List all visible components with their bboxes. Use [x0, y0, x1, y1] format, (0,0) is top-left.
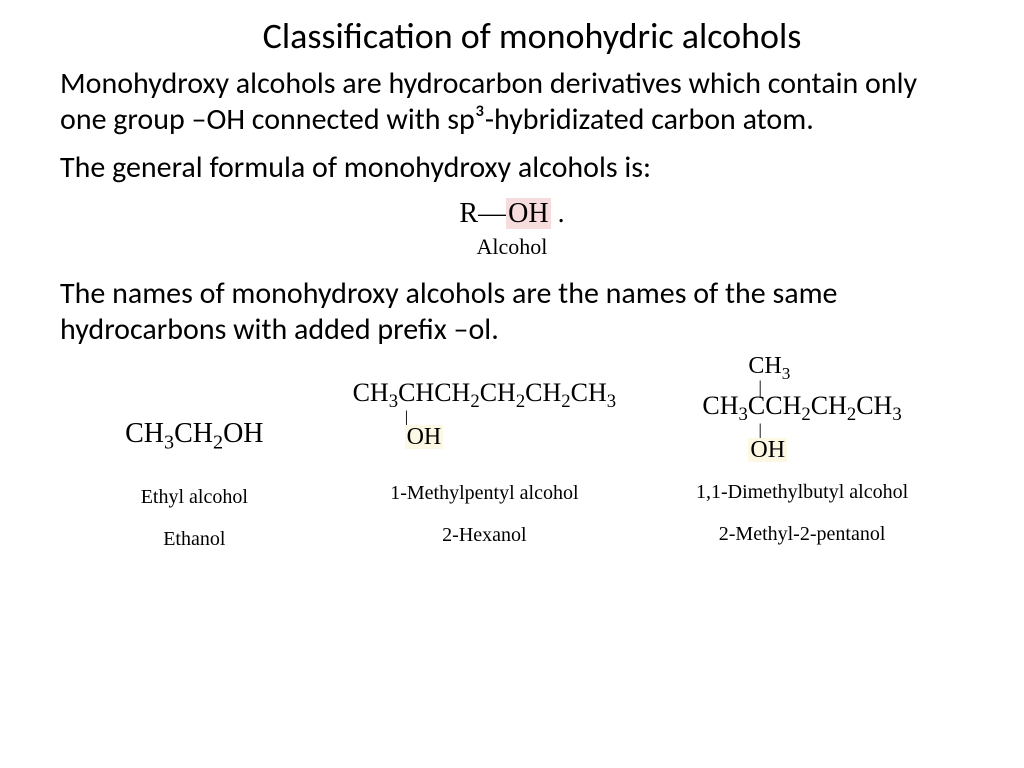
chem-sub: 3 [739, 404, 748, 425]
pentanol-ch3-top: CH3 [748, 353, 790, 379]
chem-text: CH [480, 378, 516, 407]
general-formula-block: R—OH . Alcohol [60, 198, 964, 260]
chem-text: CH [571, 378, 607, 407]
definition-paragraph: Monohydroxy alcohols are hydrocarbon der… [60, 66, 964, 138]
chem-sub: 2 [847, 404, 856, 425]
slide-title: Classification of monohydric alcohols [60, 14, 964, 58]
examples-row: CH3CH2OH Ethyl alcohol Ethanol CH3CHCH2C… [60, 380, 964, 555]
chem-sub: 3 [607, 391, 616, 412]
pentanol-name1: 1,1-Dimethylbutyl alcohol [650, 476, 954, 508]
hexanol-oh: OH [405, 425, 444, 449]
chem-sub: 2 [561, 391, 570, 412]
chem-text: CH [174, 418, 213, 449]
ethanol-name2: Ethanol [70, 523, 319, 555]
pentanol-name2: 2-Methyl-2-pentanol [650, 518, 954, 550]
chem-text: CH [811, 391, 847, 420]
chem-sub: 3 [389, 391, 398, 412]
chem-sub: 2 [470, 391, 479, 412]
pentanol-bottom-group: | OH [702, 425, 901, 462]
chem-sub: 3 [782, 364, 791, 383]
hexanol-top-line: CH3CHCH2CH2CH2CH3 [353, 378, 617, 407]
formula-label: Alcohol [60, 234, 964, 260]
chem-text: CCH [748, 391, 801, 420]
chem-text: CH [353, 378, 389, 407]
chem-text: CH [856, 391, 892, 420]
example-hexanol: CH3CHCH2CH2CH2CH3 | OH 1-Methylpentyl al… [319, 380, 651, 555]
pentanol-structure: CH3 | CH3CCH2CH2CH3 | OH [702, 380, 901, 462]
chem-sub: 3 [164, 432, 174, 454]
chem-text: CH [525, 378, 561, 407]
ethanol-formula: CH3CH2OH [125, 420, 263, 453]
naming-paragraph: The names of monohydroxy alcohols are th… [60, 276, 964, 348]
hexanol-name2: 2-Hexanol [319, 519, 651, 551]
chem-text: CH [125, 418, 164, 449]
pentanol-main-line: CH3CCH2CH2CH3 [702, 391, 901, 420]
hexanol-structure: CH3CHCH2CH2CH2CH3 | OH [353, 380, 617, 449]
slide-container: Classification of monohydric alcohols Mo… [0, 0, 1024, 555]
hexanol-bond-group: | OH [353, 412, 617, 449]
chem-sub: 2 [213, 432, 223, 454]
general-formula: R—OH . [459, 198, 564, 230]
pentanol-oh: OH [748, 438, 787, 462]
ethanol-name1: Ethyl alcohol [70, 481, 319, 513]
chem-sub: 3 [892, 404, 901, 425]
vertical-bond-icon: | [405, 412, 617, 423]
general-formula-intro: The general formula of monohydroxy alcoh… [60, 150, 964, 186]
formula-r: R [459, 198, 478, 229]
formula-oh: OH [506, 198, 550, 229]
example-ethanol: CH3CH2OH Ethyl alcohol Ethanol [70, 380, 319, 555]
formula-bond: — [478, 198, 506, 229]
example-pentanol: CH3 | CH3CCH2CH2CH3 | OH 1,1-Dimethylbut… [650, 380, 954, 555]
chem-sub: 2 [801, 404, 810, 425]
chem-text: CHCH [398, 378, 470, 407]
formula-dot: . [551, 198, 565, 229]
hexanol-name1: 1-Methylpentyl alcohol [319, 477, 651, 509]
chem-sub: 2 [516, 391, 525, 412]
chem-text: CH [748, 353, 781, 379]
chem-text: OH [223, 418, 263, 449]
pentanol-top-group: CH3 | [702, 352, 901, 393]
chem-text: CH [702, 391, 738, 420]
vertical-bond-icon: | [748, 425, 901, 436]
